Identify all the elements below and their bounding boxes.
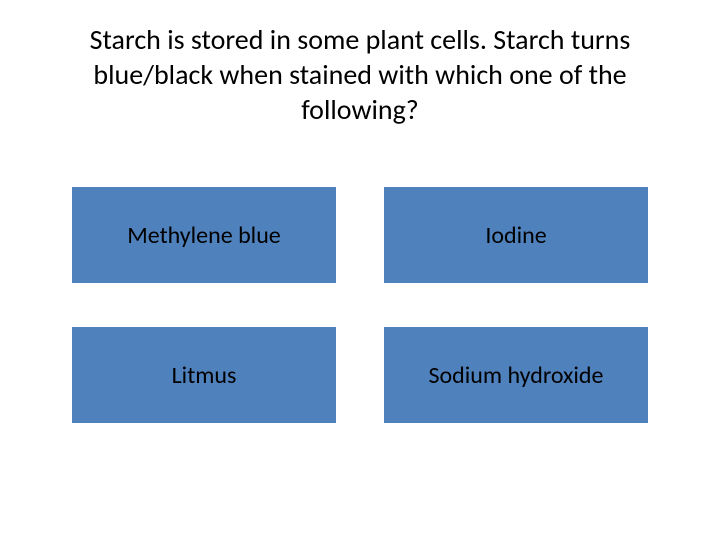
option-d[interactable]: Sodium hydroxide <box>384 327 648 423</box>
options-grid: Methylene blue Iodine Litmus Sodium hydr… <box>0 127 720 423</box>
option-b-label: Iodine <box>485 221 546 250</box>
option-c[interactable]: Litmus <box>72 327 336 423</box>
question-container: Starch is stored in some plant cells. St… <box>0 0 720 127</box>
option-b[interactable]: Iodine <box>384 187 648 283</box>
option-a-label: Methylene blue <box>127 221 281 250</box>
option-a[interactable]: Methylene blue <box>72 187 336 283</box>
option-d-label: Sodium hydroxide <box>429 361 604 390</box>
question-text: Starch is stored in some plant cells. St… <box>40 22 680 127</box>
option-c-label: Litmus <box>172 361 237 390</box>
